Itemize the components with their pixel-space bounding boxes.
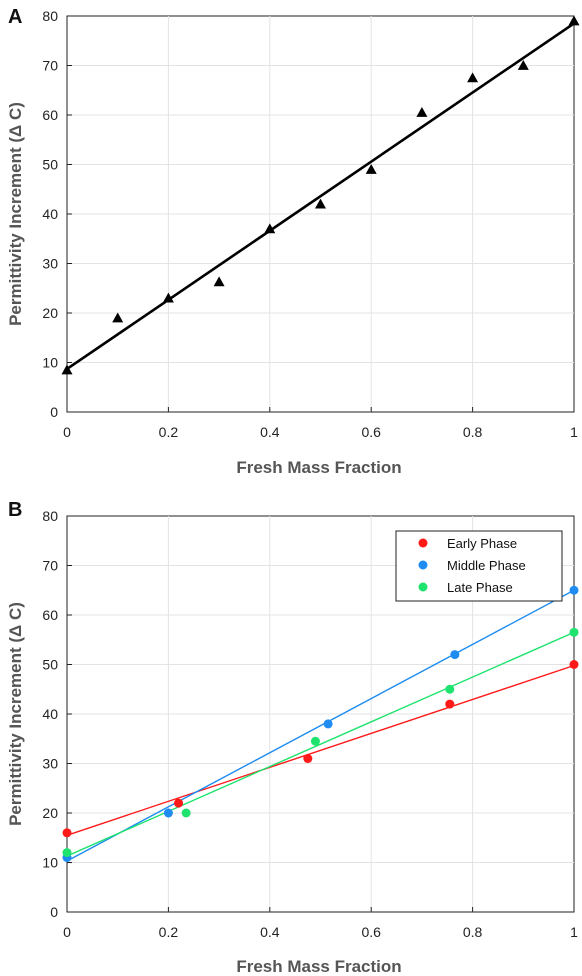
panel-label: B: [8, 499, 22, 521]
x-tick-label: 1: [570, 924, 578, 940]
legend-marker: [418, 560, 428, 570]
y-tick-label: 0: [50, 904, 58, 920]
y-tick-label: 0: [50, 404, 58, 420]
data-point: [467, 72, 479, 83]
y-axis-title: Permittivity Increment (Δ C): [6, 102, 25, 326]
fit-lines: [66, 589, 575, 862]
legend-item-middle: Middle Phase: [418, 558, 526, 573]
x-tick-label: 0.8: [463, 924, 483, 940]
y-axis-title: Permittivity Increment (Δ C): [6, 602, 25, 826]
data-point: [62, 828, 72, 838]
y-tick-label: 60: [42, 607, 58, 623]
y-tick-label: 80: [42, 8, 58, 24]
x-tick-label: 0.2: [159, 424, 179, 440]
y-tick-label: 50: [42, 157, 58, 173]
y-tick-label: 30: [42, 756, 58, 772]
data-point: [112, 312, 124, 323]
data-point: [416, 107, 428, 117]
data-point: [517, 60, 529, 70]
y-ticks: 0 10 20 30 40 50 60 70 80: [42, 508, 72, 920]
x-tick-label: 0.8: [463, 424, 483, 440]
data-point: [445, 684, 455, 694]
y-tick-label: 30: [42, 256, 58, 272]
data-point: [569, 660, 579, 669]
data-points: [62, 585, 579, 863]
data-point: [181, 808, 191, 818]
data-point: [61, 364, 73, 375]
y-tick-label: 20: [42, 805, 58, 821]
x-tick-label: 0.6: [361, 424, 381, 440]
x-tick-label: 1: [570, 424, 578, 440]
legend-label: Late Phase: [447, 580, 513, 595]
x-tick-label: 0.4: [260, 424, 280, 440]
data-point: [569, 627, 579, 637]
y-tick-label: 40: [42, 206, 58, 222]
fit-line: [66, 631, 575, 857]
legend-item-early: Early Phase: [418, 536, 517, 551]
data-point: [303, 754, 313, 764]
y-tick-label: 70: [42, 558, 58, 574]
data-point: [162, 292, 174, 303]
data-point: [445, 699, 455, 709]
y-tick-label: 50: [42, 657, 58, 673]
x-ticks: 0 0.2 0.4 0.6 0.8 1: [63, 907, 578, 940]
y-tick-label: 70: [42, 58, 58, 74]
data-point: [315, 198, 326, 209]
data-point: [569, 585, 579, 595]
y-ticks: 0 10 20 30 40 50 60 70 80: [42, 8, 72, 420]
fit-lines: [66, 22, 575, 371]
data-point: [213, 276, 225, 287]
panel-label: A: [8, 6, 22, 28]
panel-a: A 0 10 20 30 40 50 60 70 80 0 0.2 0.4 0.6 0.8 1 Fresh…: [6, 6, 580, 477]
fit-line: [66, 22, 575, 371]
y-tick-label: 10: [42, 855, 58, 871]
data-point: [365, 163, 377, 174]
data-point: [323, 719, 333, 729]
legend-label: Early Phase: [447, 536, 517, 551]
data-point: [568, 15, 580, 26]
x-axis-title: Fresh Mass Fraction: [236, 957, 401, 976]
x-tick-label: 0: [63, 924, 71, 940]
data-points: [61, 15, 580, 375]
grid: [67, 16, 574, 412]
panel-b: B 0 10 20 30 40 50 60 70 80 0 0.2 0.4 0.6 0.8 1 Fresh…: [6, 499, 579, 976]
data-point: [264, 223, 276, 234]
data-point: [450, 650, 460, 660]
x-tick-label: 0.6: [361, 924, 381, 940]
x-tick-label: 0.4: [260, 924, 280, 940]
data-point: [310, 736, 320, 746]
fit-line: [66, 664, 575, 836]
data-point: [62, 848, 72, 858]
x-tick-label: 0: [63, 424, 71, 440]
fit-line: [66, 589, 575, 862]
legend: Early Phase Middle Phase Late Phase: [395, 530, 563, 602]
y-tick-label: 10: [42, 355, 58, 371]
y-tick-label: 20: [42, 305, 58, 321]
data-point: [163, 808, 173, 818]
legend-marker: [418, 538, 428, 548]
x-axis-title: Fresh Mass Fraction: [236, 458, 401, 477]
legend-label: Middle Phase: [447, 558, 526, 573]
data-point: [174, 798, 184, 808]
legend-marker: [418, 582, 428, 592]
x-tick-label: 0.2: [159, 924, 179, 940]
x-ticks: 0 0.2 0.4 0.6 0.8 1: [63, 407, 578, 440]
y-tick-label: 60: [42, 107, 58, 123]
y-tick-label: 80: [42, 508, 58, 524]
legend-item-late: Late Phase: [418, 580, 513, 595]
y-tick-label: 40: [42, 706, 58, 722]
